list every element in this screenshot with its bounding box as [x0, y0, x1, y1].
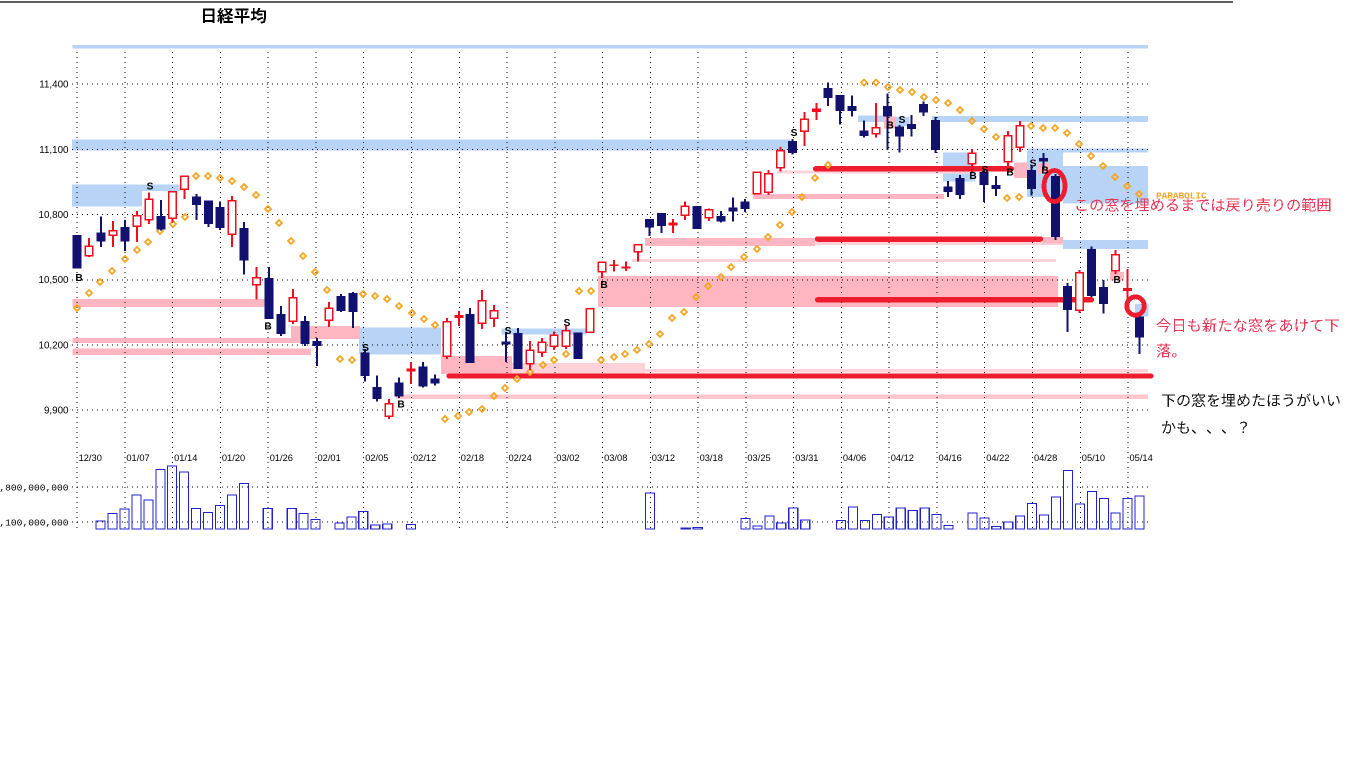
svg-text:B: B [1041, 165, 1048, 176]
svg-text:01/20: 01/20 [222, 453, 245, 463]
svg-text:04/28: 04/28 [1034, 453, 1057, 463]
svg-text:03/25: 03/25 [747, 453, 770, 463]
svg-text:02/12: 02/12 [413, 453, 436, 463]
svg-text:11,400: 11,400 [39, 80, 69, 91]
svg-text:S: S [791, 128, 798, 139]
svg-text:01/14: 01/14 [174, 453, 197, 463]
svg-text:04/16: 04/16 [939, 453, 962, 463]
svg-text:B: B [75, 273, 82, 284]
svg-text:B: B [886, 120, 893, 131]
svg-text:12/30: 12/30 [79, 453, 102, 463]
svg-text:10,200: 10,200 [39, 340, 70, 351]
svg-text:05/14: 05/14 [1130, 453, 1153, 463]
svg-text:B: B [1006, 167, 1013, 178]
svg-text:9,900: 9,900 [44, 406, 69, 417]
svg-text:1,100,000,000: 1,100,000,000 [0, 517, 69, 528]
svg-text:S: S [362, 343, 369, 354]
svg-text:S: S [505, 326, 512, 337]
svg-text:03/02: 03/02 [556, 453, 579, 463]
svg-text:B: B [969, 171, 976, 182]
svg-text:S: S [147, 181, 154, 192]
svg-text:03/31: 03/31 [795, 453, 818, 463]
svg-text:05/10: 05/10 [1082, 453, 1105, 463]
svg-text:S: S [1030, 158, 1037, 169]
svg-text:02/24: 02/24 [509, 453, 532, 463]
svg-text:S: S [899, 115, 906, 126]
svg-text:04/22: 04/22 [986, 453, 1009, 463]
svg-text:02/18: 02/18 [461, 453, 484, 463]
svg-text:B: B [600, 280, 607, 291]
svg-text:B: B [397, 399, 404, 410]
svg-text:03/08: 03/08 [604, 453, 627, 463]
svg-text:PARABOLIC: PARABOLIC [1156, 191, 1207, 202]
svg-text:11,100: 11,100 [39, 145, 69, 156]
svg-text:02/05: 02/05 [365, 453, 388, 463]
svg-text:B: B [1113, 275, 1120, 286]
svg-text:1,800,000,000: 1,800,000,000 [0, 482, 69, 493]
svg-text:04/12: 04/12 [891, 453, 914, 463]
svg-text:B: B [264, 321, 271, 332]
svg-text:10,800: 10,800 [39, 210, 70, 221]
svg-text:03/18: 03/18 [700, 453, 723, 463]
svg-text:01/26: 01/26 [270, 453, 293, 463]
svg-text:01/07: 01/07 [126, 453, 149, 463]
svg-text:S: S [564, 318, 571, 329]
svg-text:02/01: 02/01 [318, 453, 341, 463]
svg-text:S: S [982, 165, 989, 176]
svg-text:10,500: 10,500 [39, 275, 70, 286]
svg-text:03/12: 03/12 [652, 453, 675, 463]
svg-text:04/06: 04/06 [843, 453, 866, 463]
